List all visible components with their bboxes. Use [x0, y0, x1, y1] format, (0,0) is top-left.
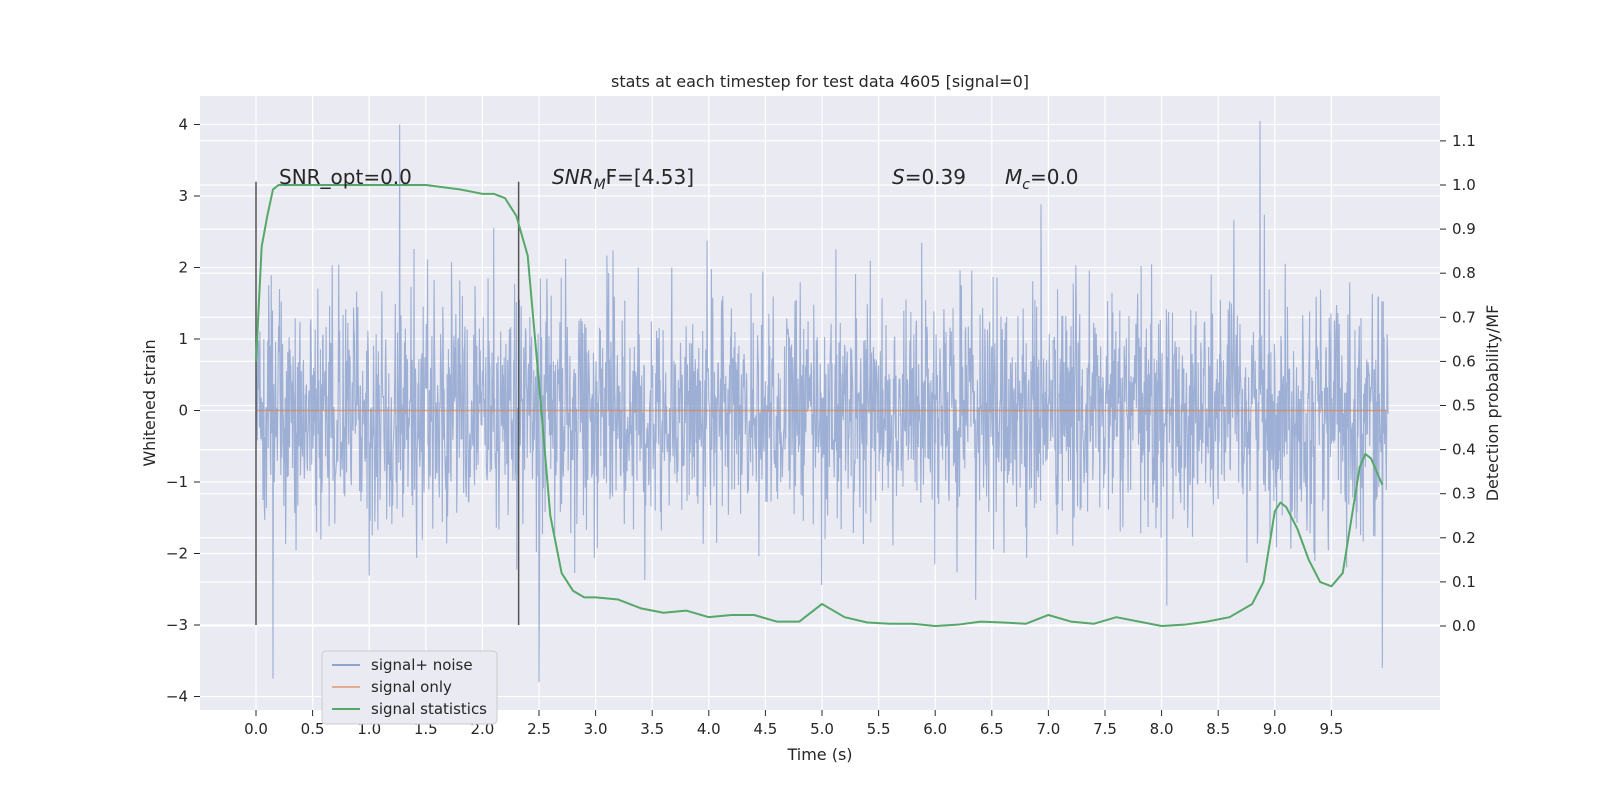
annotation-snr-mf-sub: M	[594, 177, 606, 193]
y-tick-label: −4	[166, 688, 188, 706]
y-tick-right-label: 1.1	[1452, 132, 1476, 150]
y-tick-label: −3	[166, 616, 188, 634]
y-tick-label: 0	[178, 402, 188, 420]
x-axis-label: Time (s)	[786, 745, 852, 764]
x-tick-label: 6.0	[923, 720, 947, 738]
annotation-mc: Mc=0.0	[1005, 165, 1079, 193]
x-tick-label: 6.5	[980, 720, 1004, 738]
y-tick-right-label: 0.8	[1452, 264, 1476, 282]
y-axis-right-label: Detection probability/MF	[1483, 305, 1502, 502]
annotation-snr-mf-main: SNR	[552, 165, 594, 189]
x-tick-label: 9.5	[1319, 720, 1343, 738]
legend-label-signal-noise: signal+ noise	[371, 656, 473, 674]
legend-box	[321, 650, 498, 725]
annotation-snr-mf: SNRMF=[4.53]	[552, 165, 694, 193]
y-axis-ticks: 4 3 2 1 0 −1 −2 −3 −4	[166, 116, 200, 706]
x-tick-label: 4.0	[697, 720, 721, 738]
y-tick-label: 2	[178, 259, 188, 277]
annotation-s-label: S	[892, 165, 905, 189]
y-tick-right-label: 0.4	[1452, 441, 1476, 459]
legend-label-signal-only: signal only	[371, 678, 452, 696]
y-tick-right-label: 0.1	[1452, 573, 1476, 591]
y-tick-label: 4	[178, 116, 188, 134]
annotation-s-value: =0.39	[905, 165, 966, 189]
series-signal-statistics	[255, 184, 1384, 627]
y-tick-right-label: 1.0	[1452, 176, 1476, 194]
x-tick-label: 0.5	[301, 720, 325, 738]
series-signal-noise-line	[255, 120, 1389, 683]
y-tick-right-label: 0.9	[1452, 220, 1476, 238]
y-tick-right-label: 0.7	[1452, 308, 1476, 326]
y-tick-label: 1	[178, 330, 188, 348]
y-tick-right-label: 0.3	[1452, 485, 1476, 503]
annotation-s: S=0.39	[892, 165, 966, 189]
annotation-mc-sub: c	[1022, 177, 1030, 193]
legend: signal+ noise signal only signal statist…	[321, 650, 498, 725]
x-tick-label: 3.5	[640, 720, 664, 738]
x-tick-label: 5.5	[867, 720, 891, 738]
annotation-mc-label: M	[1005, 165, 1022, 189]
x-tick-label: 7.5	[1093, 720, 1117, 738]
x-tick-label: 9.0	[1263, 720, 1287, 738]
x-tick-label: 7.0	[1036, 720, 1060, 738]
y-tick-label: −1	[166, 473, 188, 491]
y-axis-right-ticks: 1.1 1.0 0.9 0.8 0.7 0.6 0.5 0.4 0.3 0.2 0.1 0.0	[1440, 132, 1476, 635]
annotation-mc-value: =0.0	[1030, 165, 1079, 189]
chart-title: stats at each timestep for test data 460…	[611, 72, 1029, 91]
y-tick-right-label: 0.2	[1452, 529, 1476, 547]
x-tick-label: 8.0	[1150, 720, 1174, 738]
series-signal-statistics-line	[255, 184, 1384, 627]
x-tick-label: 8.5	[1206, 720, 1230, 738]
x-tick-label: 4.5	[753, 720, 777, 738]
y-tick-label: 3	[178, 187, 188, 205]
x-tick-label: 2.5	[527, 720, 551, 738]
y-tick-right-label: 0.0	[1452, 617, 1476, 635]
series-signal-noise	[255, 120, 1389, 683]
annotation-snr-mf-rest: F=[4.53]	[606, 165, 694, 189]
y-tick-right-label: 0.5	[1452, 397, 1476, 415]
vertical-markers	[255, 181, 520, 625]
x-tick-label: 5.0	[810, 720, 834, 738]
annotation-snr-opt: SNR_opt=0.0	[279, 165, 412, 189]
y-tick-label: −2	[166, 545, 188, 563]
legend-label-signal-statistics: signal statistics	[371, 700, 487, 718]
y-axis-label: Whitened strain	[140, 339, 159, 466]
x-tick-label: 0.0	[244, 720, 268, 738]
y-tick-right-label: 0.6	[1452, 352, 1476, 370]
x-tick-label: 3.0	[584, 720, 608, 738]
